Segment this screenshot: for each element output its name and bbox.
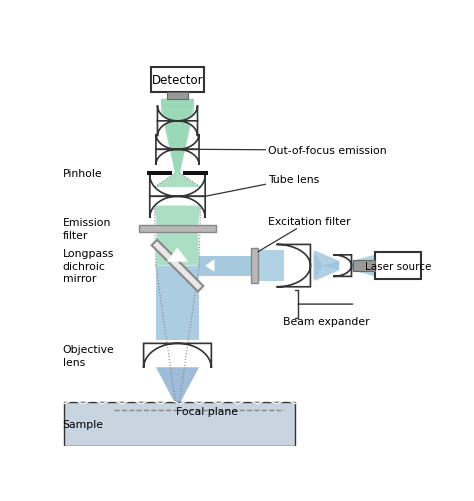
Polygon shape — [156, 368, 199, 405]
Text: Laser source: Laser source — [365, 261, 431, 271]
Text: Sample: Sample — [63, 419, 104, 429]
Bar — [251, 248, 258, 284]
Polygon shape — [156, 233, 199, 266]
Polygon shape — [315, 250, 339, 282]
Bar — [151, 68, 204, 93]
Polygon shape — [161, 99, 194, 174]
Polygon shape — [333, 256, 352, 277]
Polygon shape — [258, 250, 284, 282]
Polygon shape — [157, 106, 198, 122]
Text: Emission
filter: Emission filter — [63, 218, 111, 240]
Text: Excitation filter: Excitation filter — [258, 216, 351, 252]
Bar — [374, 252, 421, 280]
Polygon shape — [313, 250, 322, 282]
Polygon shape — [199, 256, 251, 276]
Polygon shape — [161, 99, 194, 110]
Text: Pinhole: Pinhole — [63, 169, 102, 179]
Bar — [183, 171, 208, 175]
Polygon shape — [152, 240, 203, 292]
Text: Tube lens: Tube lens — [205, 174, 319, 197]
Polygon shape — [156, 135, 199, 150]
Polygon shape — [322, 262, 339, 271]
Bar — [146, 171, 172, 175]
Polygon shape — [155, 174, 201, 188]
Polygon shape — [276, 245, 310, 287]
Polygon shape — [167, 248, 188, 262]
Polygon shape — [150, 197, 205, 218]
Text: Longpass
dichroic
mirror: Longpass dichroic mirror — [63, 248, 114, 284]
Bar — [64, 402, 295, 446]
Polygon shape — [352, 256, 374, 277]
Bar — [353, 261, 374, 272]
Polygon shape — [156, 150, 199, 165]
Polygon shape — [156, 266, 199, 341]
Polygon shape — [205, 260, 214, 272]
Polygon shape — [155, 206, 201, 225]
Bar — [167, 93, 188, 99]
Text: Objective
lens: Objective lens — [63, 345, 115, 367]
Polygon shape — [144, 344, 211, 368]
Text: Detector: Detector — [152, 74, 203, 87]
Text: Focal plane: Focal plane — [176, 406, 238, 416]
Text: Beam expander: Beam expander — [283, 317, 369, 327]
Text: Out-of-focus emission: Out-of-focus emission — [199, 146, 387, 156]
Polygon shape — [157, 122, 198, 137]
Polygon shape — [161, 110, 194, 174]
Bar — [139, 226, 216, 232]
Polygon shape — [150, 175, 205, 197]
